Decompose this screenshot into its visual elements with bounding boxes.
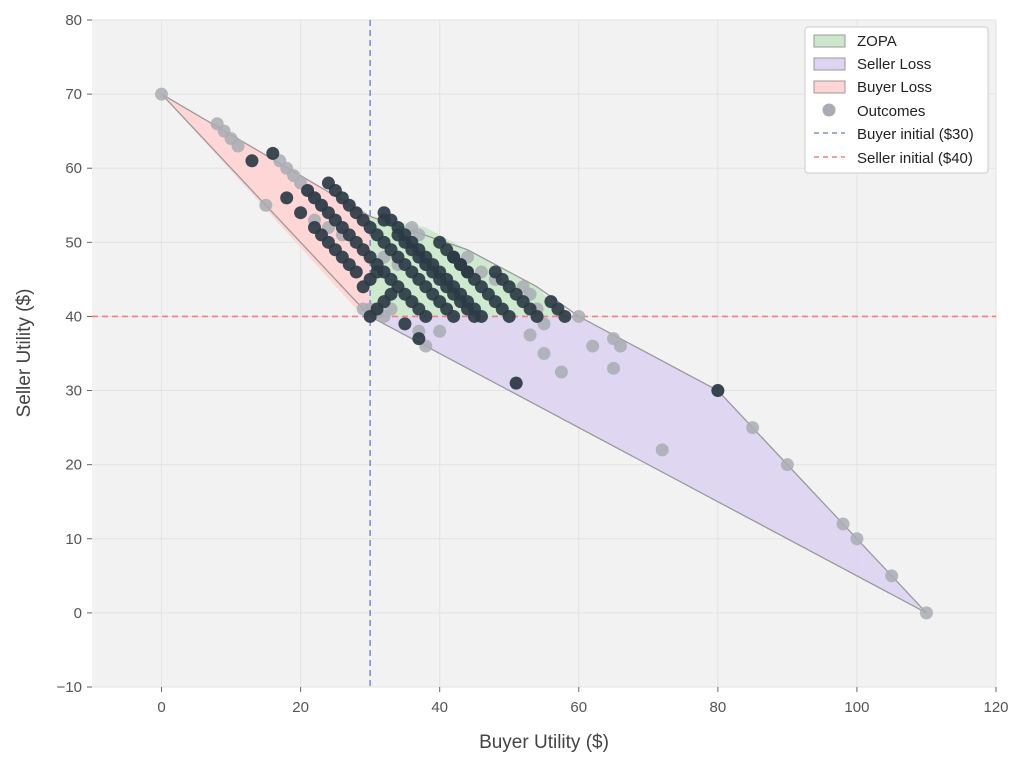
y-tick-label: 40 bbox=[65, 308, 82, 325]
x-tick-label: 40 bbox=[431, 699, 448, 716]
outcome-point-dense bbox=[294, 206, 308, 220]
legend-label-buyer-initial: Buyer initial ($30) bbox=[857, 126, 974, 143]
legend-frame bbox=[804, 26, 989, 174]
outcome-point bbox=[850, 532, 864, 546]
outcome-point-dense bbox=[419, 309, 433, 323]
outcome-point bbox=[586, 339, 600, 353]
legend-swatch-seller-loss bbox=[813, 57, 846, 71]
outcome-point bbox=[780, 458, 794, 472]
reference-line-layer bbox=[92, 20, 996, 687]
y-tick-label: 30 bbox=[65, 383, 82, 400]
y-tick-label: 10 bbox=[65, 531, 82, 548]
y-tick-label: 0 bbox=[74, 605, 82, 622]
outcome-point bbox=[433, 324, 447, 338]
legend-label-zopa: ZOPA bbox=[857, 33, 897, 50]
outcome-point-dense bbox=[447, 309, 461, 323]
legend-label-outcomes: Outcomes bbox=[857, 103, 925, 120]
legend-swatch-buyer-loss bbox=[813, 80, 846, 94]
outcome-point bbox=[655, 443, 669, 457]
y-tick-label: 20 bbox=[65, 457, 82, 474]
x-tick-label: 0 bbox=[157, 699, 165, 716]
outcome-point bbox=[259, 198, 273, 212]
x-axis-label: Buyer Utility ($) bbox=[479, 732, 609, 753]
outcome-point-dense bbox=[398, 317, 412, 331]
outcome-point bbox=[155, 87, 169, 101]
outcome-point-dense bbox=[280, 191, 294, 205]
outcome-point-dense bbox=[461, 265, 475, 279]
outcome-point-dense bbox=[412, 332, 426, 346]
y-axis-label: Seller Utility ($) bbox=[14, 289, 35, 418]
outcome-point bbox=[572, 309, 586, 323]
x-tick-label: 100 bbox=[844, 699, 869, 716]
x-tick-label: 60 bbox=[570, 699, 587, 716]
outcome-point bbox=[746, 421, 760, 435]
x-tick-label: 80 bbox=[710, 699, 727, 716]
outcome-point-dense bbox=[384, 287, 398, 301]
outcome-point bbox=[523, 328, 537, 342]
x-tick-label: 120 bbox=[983, 699, 1008, 716]
outcome-point bbox=[919, 606, 933, 620]
y-tick-label: 60 bbox=[65, 160, 82, 177]
outcome-point bbox=[607, 361, 621, 375]
outcome-point bbox=[554, 365, 568, 379]
legend-swatch-zopa bbox=[813, 34, 846, 48]
outcome-point-dense bbox=[266, 146, 280, 160]
y-tick-label: 70 bbox=[65, 86, 82, 103]
legend-label-seller-initial: Seller initial ($40) bbox=[857, 150, 973, 167]
axis-layer: 0 20 40 60 80 100 120 −10 0 10 20 30 40 50 60 70 80 bbox=[57, 12, 1009, 716]
outcome-point-dense bbox=[711, 384, 725, 398]
y-tick-label: −10 bbox=[57, 679, 82, 696]
outcome-point-dense bbox=[509, 376, 523, 390]
outcome-point bbox=[613, 339, 627, 353]
outcome-point-dense bbox=[502, 309, 516, 323]
x-tick-label: 20 bbox=[292, 699, 309, 716]
outcome-point bbox=[231, 139, 245, 153]
outcome-point-dense bbox=[370, 265, 384, 279]
outcome-point bbox=[836, 517, 850, 531]
outcome-point bbox=[537, 347, 551, 360]
outcome-point-dense bbox=[467, 309, 481, 323]
outcome-point-dense bbox=[530, 309, 544, 323]
outcome-point bbox=[885, 569, 899, 583]
outcome-point-dense bbox=[349, 265, 363, 279]
outcome-point-dense bbox=[558, 309, 572, 323]
legend-marker-outcomes bbox=[822, 103, 836, 117]
legend-label-seller-loss: Seller Loss bbox=[857, 56, 931, 73]
legend: ZOPA Seller Loss Buyer Loss Outcomes Buy… bbox=[804, 26, 989, 174]
legend-label-buyer-loss: Buyer Loss bbox=[857, 79, 932, 96]
y-tick-label: 80 bbox=[65, 12, 82, 29]
outcome-point-dense bbox=[245, 154, 259, 168]
point-layer bbox=[155, 87, 933, 620]
y-tick-label: 50 bbox=[65, 234, 82, 251]
